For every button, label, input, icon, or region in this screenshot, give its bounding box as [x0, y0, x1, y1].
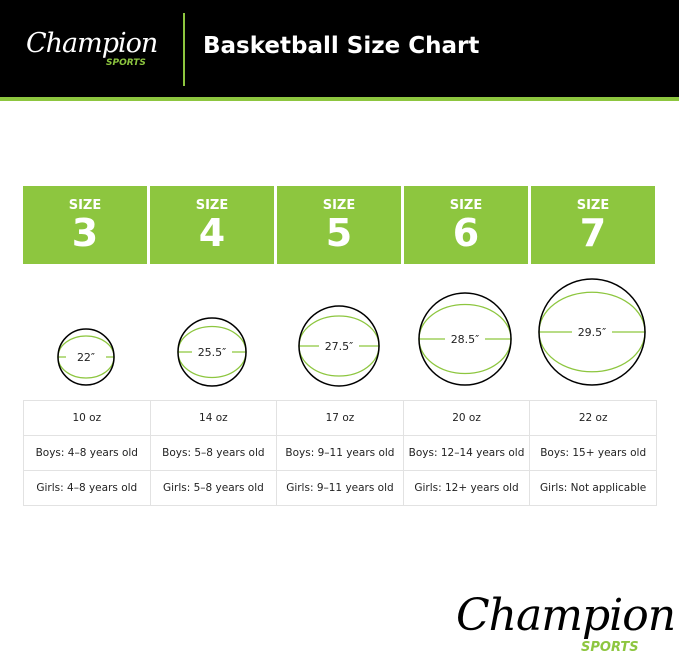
size-number: 7	[579, 211, 607, 255]
label-bg	[445, 332, 485, 346]
boys-cell: Boys: 5–8 years old	[149, 435, 278, 471]
girls-cell: Girls: 4–8 years old	[23, 470, 151, 506]
size-table: 10 oz 14 oz 17 oz 20 oz 22 oz Boys: 4–8 …	[23, 400, 657, 506]
size-6-header: SIZE 6	[404, 186, 528, 264]
ball-outline	[177, 317, 247, 387]
weight-cell: 14 oz	[149, 400, 278, 436]
champion-logo-footer: Champion SPORTS	[456, 590, 676, 655]
boys-cell: Boys: 4–8 years old	[23, 435, 151, 471]
ball-outline	[538, 278, 646, 386]
page-title: Basketball Size Chart	[203, 33, 480, 59]
logo-text: Champion	[456, 590, 676, 641]
size-number: 5	[325, 211, 353, 255]
circumference-label: 27.5″	[325, 340, 354, 353]
ball-outline	[418, 292, 512, 386]
size-label: SIZE	[322, 198, 356, 213]
circumference-label: 29.5″	[578, 326, 607, 339]
weight-cell: 10 oz	[23, 400, 151, 436]
logo-text: Champion	[26, 28, 158, 59]
label-bg	[66, 350, 106, 364]
weight-cell: 22 oz	[529, 400, 657, 436]
logo-sub: SPORTS	[106, 58, 146, 68]
ball-outline	[57, 328, 115, 386]
size-5-header: SIZE 5	[277, 186, 401, 264]
size-label: SIZE	[449, 198, 483, 213]
ball-diagrams: 22″ 25.5″ 27.5″ 28.5″ 29.5″	[57, 278, 646, 387]
ball-outline	[298, 305, 380, 387]
circumference-label: 22″	[77, 351, 95, 364]
boys-cell: Boys: 15+ years old	[529, 435, 657, 471]
size-number: 4	[198, 211, 226, 255]
size-4-header: SIZE 4	[150, 186, 274, 264]
size-number: 3	[71, 211, 99, 255]
weight-row: 10 oz 14 oz 17 oz 20 oz 22 oz	[23, 400, 657, 436]
size-label: SIZE	[195, 198, 229, 213]
size-3-header: SIZE 3	[23, 186, 147, 264]
size-number: 6	[452, 211, 480, 255]
boys-cell: Boys: 9–11 years old	[276, 435, 404, 471]
label-bg	[572, 325, 612, 339]
label-bg	[319, 339, 359, 353]
weight-cell: 20 oz	[402, 400, 531, 436]
girls-cell: Girls: Not applicable	[529, 470, 657, 506]
champion-logo: Champion SPORTS	[26, 28, 158, 68]
size-label: SIZE	[68, 198, 102, 213]
label-bg	[192, 345, 232, 359]
circumference-label: 28.5″	[451, 333, 480, 346]
size-label: SIZE	[576, 198, 610, 213]
logo-sub: SPORTS	[581, 640, 639, 655]
header-divider	[183, 13, 185, 86]
girls-cell: Girls: 5–8 years old	[149, 470, 278, 506]
girls-row: Girls: 4–8 years old Girls: 5–8 years ol…	[23, 470, 657, 506]
girls-cell: Girls: 12+ years old	[402, 470, 531, 506]
boys-row: Boys: 4–8 years old Boys: 5–8 years old …	[23, 435, 657, 471]
girls-cell: Girls: 9–11 years old	[276, 470, 404, 506]
size-7-header: SIZE 7	[531, 186, 655, 264]
weight-cell: 17 oz	[276, 400, 404, 436]
header: Champion SPORTS Basketball Size Chart	[0, 0, 679, 101]
size-headers: SIZE 3 SIZE 4 SIZE 5 SIZE 6 SIZE 7	[23, 186, 655, 264]
circumference-label: 25.5″	[198, 346, 227, 359]
boys-cell: Boys: 12–14 years old	[402, 435, 531, 471]
